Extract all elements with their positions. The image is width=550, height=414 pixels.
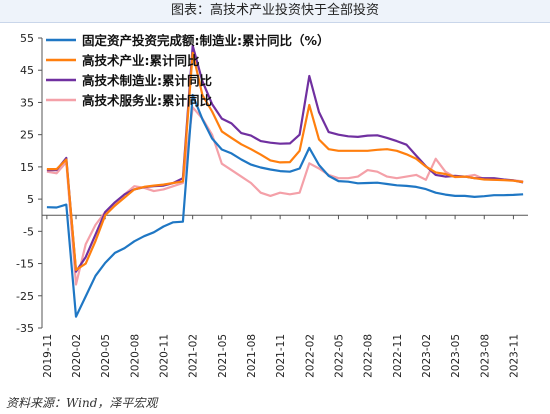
x-tick-label: 2021-11 (275, 334, 287, 378)
legend-label: 高技术服务业:累计同比 (82, 93, 212, 108)
x-tick-label: 2023-05 (450, 334, 462, 378)
y-tick-label: 15 (20, 161, 34, 174)
source-note: 资料来源：Wind，泽平宏观 (6, 396, 158, 410)
x-tick-label: 2021-02 (188, 334, 200, 378)
x-tick-label: 2022-08 (363, 334, 375, 378)
legend-label: 高技术产业:累计同比 (82, 53, 200, 68)
x-tick-label: 2021-08 (246, 334, 258, 378)
x-tick-label: 2019-11 (42, 334, 54, 378)
y-tick-label: -25 (16, 290, 34, 303)
y-tick-label: 55 (20, 32, 34, 45)
x-tick-label: 2020-11 (159, 334, 171, 378)
y-tick-label: -15 (16, 258, 34, 271)
line-chart: 55 45 35 25 15 5 -5 -15 -25 -35 2019-11 2020-02 2020… (16, 32, 528, 378)
y-tick-label: 5 (27, 193, 34, 206)
chart-title: 图表：高技术产业投资快于全部投资 (0, 0, 550, 23)
series-line (46, 44, 524, 273)
legend-label: 高技术制造业:累计同比 (82, 73, 212, 88)
series-line (46, 51, 524, 272)
x-tick-label: 2020-02 (71, 334, 83, 378)
x-tick-label: 2020-05 (100, 334, 112, 378)
x-tick-label: 2022-11 (392, 334, 404, 378)
x-tick-label: 2022-02 (304, 334, 316, 378)
y-tick-label: 35 (20, 96, 34, 109)
x-tick-label: 2021-05 (217, 334, 229, 378)
x-tick-label: 2023-11 (508, 334, 520, 378)
y-tick-label: -35 (16, 322, 34, 335)
x-tick-label: 2023-02 (421, 334, 433, 378)
y-tick-label: 25 (20, 129, 34, 142)
series-line (46, 93, 524, 318)
x-tick-label: 2022-05 (333, 334, 345, 378)
legend-label: 固定资产投资完成额:制造业:累计同比（%） (82, 33, 330, 48)
y-tick-label: 45 (20, 64, 34, 77)
y-tick-label: -5 (23, 225, 34, 238)
x-tick-label: 2020-08 (129, 334, 141, 378)
x-tick-label: 2023-08 (479, 334, 491, 378)
